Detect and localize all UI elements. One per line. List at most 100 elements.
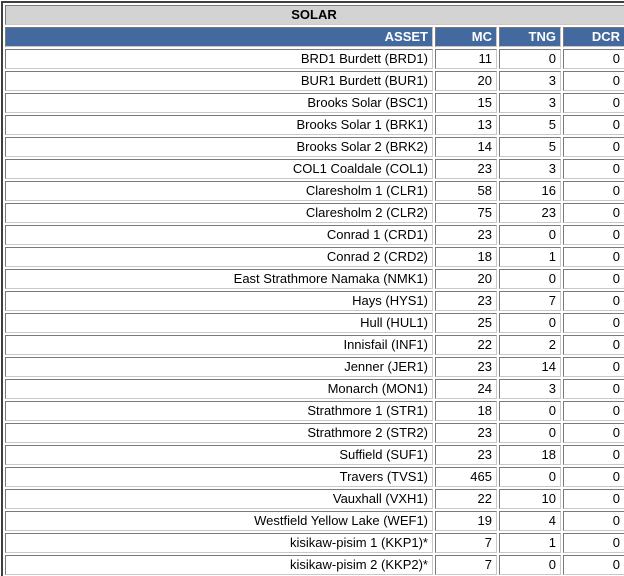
tng-value-cell: 7 [499, 291, 561, 311]
table-row: Strathmore 2 (STR2) 23 0 0 [5, 423, 624, 443]
dcr-value-cell: 0 [563, 445, 624, 465]
dcr-value-cell: 0 [563, 335, 624, 355]
tng-value-cell: 0 [499, 225, 561, 245]
table-row: BRD1 Burdett (BRD1) 11 0 0 [5, 49, 624, 69]
mc-value-cell: 20 [435, 71, 497, 91]
asset-name-cell: kisikaw-pisim 1 (KKP1)* [5, 533, 433, 553]
mc-value-cell: 24 [435, 379, 497, 399]
table-row: Brooks Solar 2 (BRK2) 14 5 0 [5, 137, 624, 157]
table-row: Conrad 2 (CRD2) 18 1 0 [5, 247, 624, 267]
mc-value-cell: 14 [435, 137, 497, 157]
tng-value-cell: 0 [499, 555, 561, 575]
mc-value-cell: 7 [435, 555, 497, 575]
mc-value-cell: 22 [435, 489, 497, 509]
table-row: Westfield Yellow Lake (WEF1) 19 4 0 [5, 511, 624, 531]
table-row: Jenner (JER1) 23 14 0 [5, 357, 624, 377]
asset-name-cell: Strathmore 2 (STR2) [5, 423, 433, 443]
mc-value-cell: 23 [435, 423, 497, 443]
mc-value-cell: 22 [435, 335, 497, 355]
dcr-value-cell: 0 [563, 71, 624, 91]
tng-value-cell: 0 [499, 313, 561, 333]
dcr-value-cell: 0 [563, 423, 624, 443]
mc-value-cell: 13 [435, 115, 497, 135]
table-row: Hays (HYS1) 23 7 0 [5, 291, 624, 311]
tng-value-cell: 5 [499, 115, 561, 135]
mc-value-cell: 7 [435, 533, 497, 553]
tng-value-cell: 3 [499, 71, 561, 91]
table-row: kisikaw-pisim 1 (KKP1)* 7 1 0 [5, 533, 624, 553]
mc-value-cell: 20 [435, 269, 497, 289]
asset-name-cell: COL1 Coaldale (COL1) [5, 159, 433, 179]
dcr-value-cell: 0 [563, 379, 624, 399]
column-header-dcr: DCR [563, 27, 624, 47]
table-row: East Strathmore Namaka (NMK1) 20 0 0 [5, 269, 624, 289]
dcr-value-cell: 0 [563, 269, 624, 289]
tng-value-cell: 0 [499, 467, 561, 487]
dcr-value-cell: 0 [563, 313, 624, 333]
table-row: COL1 Coaldale (COL1) 23 3 0 [5, 159, 624, 179]
asset-name-cell: Hull (HUL1) [5, 313, 433, 333]
table-row: Strathmore 1 (STR1) 18 0 0 [5, 401, 624, 421]
column-header-mc: MC [435, 27, 497, 47]
dcr-value-cell: 0 [563, 291, 624, 311]
mc-value-cell: 23 [435, 291, 497, 311]
table-row: Claresholm 1 (CLR1) 58 16 0 [5, 181, 624, 201]
tng-value-cell: 1 [499, 247, 561, 267]
asset-name-cell: Vauxhall (VXH1) [5, 489, 433, 509]
dcr-value-cell: 0 [563, 533, 624, 553]
dcr-value-cell: 0 [563, 357, 624, 377]
tng-value-cell: 16 [499, 181, 561, 201]
table-row: Brooks Solar (BSC1) 15 3 0 [5, 93, 624, 113]
tng-value-cell: 3 [499, 379, 561, 399]
tng-value-cell: 5 [499, 137, 561, 157]
mc-value-cell: 18 [435, 247, 497, 267]
asset-name-cell: Monarch (MON1) [5, 379, 433, 399]
table-row: Conrad 1 (CRD1) 23 0 0 [5, 225, 624, 245]
dcr-value-cell: 0 [563, 401, 624, 421]
dcr-value-cell: 0 [563, 467, 624, 487]
dcr-value-cell: 0 [563, 137, 624, 157]
title-row: SOLAR [5, 5, 624, 25]
asset-name-cell: kisikaw-pisim 2 (KKP2)* [5, 555, 433, 575]
mc-value-cell: 19 [435, 511, 497, 531]
mc-value-cell: 23 [435, 445, 497, 465]
asset-name-cell: Brooks Solar (BSC1) [5, 93, 433, 113]
dcr-value-cell: 0 [563, 181, 624, 201]
asset-name-cell: Westfield Yellow Lake (WEF1) [5, 511, 433, 531]
tng-value-cell: 18 [499, 445, 561, 465]
tng-value-cell: 14 [499, 357, 561, 377]
column-header-row: ASSET MC TNG DCR [5, 27, 624, 47]
dcr-value-cell: 0 [563, 247, 624, 267]
mc-value-cell: 25 [435, 313, 497, 333]
dcr-value-cell: 0 [563, 225, 624, 245]
dcr-value-cell: 0 [563, 555, 624, 575]
dcr-value-cell: 0 [563, 489, 624, 509]
table-row: Innisfail (INF1) 22 2 0 [5, 335, 624, 355]
asset-name-cell: Conrad 1 (CRD1) [5, 225, 433, 245]
asset-name-cell: East Strathmore Namaka (NMK1) [5, 269, 433, 289]
tng-value-cell: 3 [499, 93, 561, 113]
asset-name-cell: Suffield (SUF1) [5, 445, 433, 465]
tng-value-cell: 0 [499, 401, 561, 421]
asset-name-cell: Hays (HYS1) [5, 291, 433, 311]
dcr-value-cell: 0 [563, 159, 624, 179]
asset-name-cell: Strathmore 1 (STR1) [5, 401, 433, 421]
table-row: Hull (HUL1) 25 0 0 [5, 313, 624, 333]
tng-value-cell: 4 [499, 511, 561, 531]
mc-value-cell: 11 [435, 49, 497, 69]
mc-value-cell: 23 [435, 357, 497, 377]
column-header-tng: TNG [499, 27, 561, 47]
tng-value-cell: 0 [499, 49, 561, 69]
mc-value-cell: 15 [435, 93, 497, 113]
table-body: BRD1 Burdett (BRD1) 11 0 0 BUR1 Burdett … [5, 49, 624, 575]
asset-name-cell: Travers (TVS1) [5, 467, 433, 487]
tng-value-cell: 10 [499, 489, 561, 509]
asset-name-cell: Conrad 2 (CRD2) [5, 247, 433, 267]
mc-value-cell: 58 [435, 181, 497, 201]
table-row: Suffield (SUF1) 23 18 0 [5, 445, 624, 465]
mc-value-cell: 23 [435, 159, 497, 179]
asset-name-cell: Claresholm 2 (CLR2) [5, 203, 433, 223]
asset-name-cell: Jenner (JER1) [5, 357, 433, 377]
